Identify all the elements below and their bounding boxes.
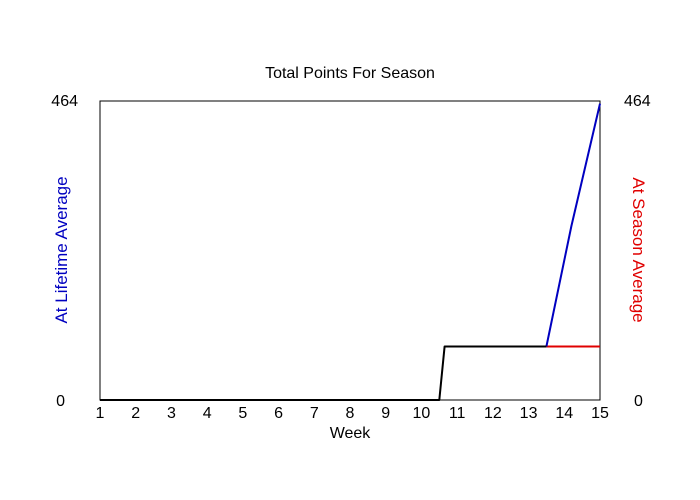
y-right-tick-max: 464 <box>624 93 651 110</box>
x-tick-label: 5 <box>238 405 247 422</box>
chart-title: Total Points For Season <box>265 65 435 82</box>
x-axis-ticks: 1 2 3 4 5 6 7 8 9 10 11 12 13 14 15 <box>96 405 609 422</box>
y-left-tick-max: 464 <box>51 93 78 110</box>
y-right-tick-min: 0 <box>634 393 643 410</box>
y-axis-label-right: At Season Average <box>629 177 648 322</box>
x-tick-label: 13 <box>520 405 538 422</box>
x-tick-label: 9 <box>381 405 390 422</box>
x-tick-label: 15 <box>591 405 609 422</box>
x-tick-label: 11 <box>449 405 466 422</box>
actual-series-line <box>100 345 547 401</box>
x-axis-label: Week <box>330 425 372 442</box>
x-tick-label: 7 <box>310 405 319 422</box>
x-tick-label: 1 <box>96 405 105 422</box>
x-tick-label: 6 <box>274 405 283 422</box>
x-tick-label: 10 <box>413 405 431 422</box>
y-axis-label-left: At Lifetime Average <box>52 176 71 323</box>
x-tick-label: 2 <box>131 405 140 422</box>
series-layer <box>100 103 601 401</box>
x-tick-label: 14 <box>555 405 573 422</box>
x-tick-label: 3 <box>167 405 176 422</box>
x-tick-label: 8 <box>346 405 355 422</box>
lifetime-series-line <box>545 103 601 347</box>
plot-area-frame <box>99 100 601 401</box>
x-tick-label: 4 <box>203 405 212 422</box>
x-tick-label: 12 <box>484 405 502 422</box>
y-left-tick-min: 0 <box>56 393 65 410</box>
